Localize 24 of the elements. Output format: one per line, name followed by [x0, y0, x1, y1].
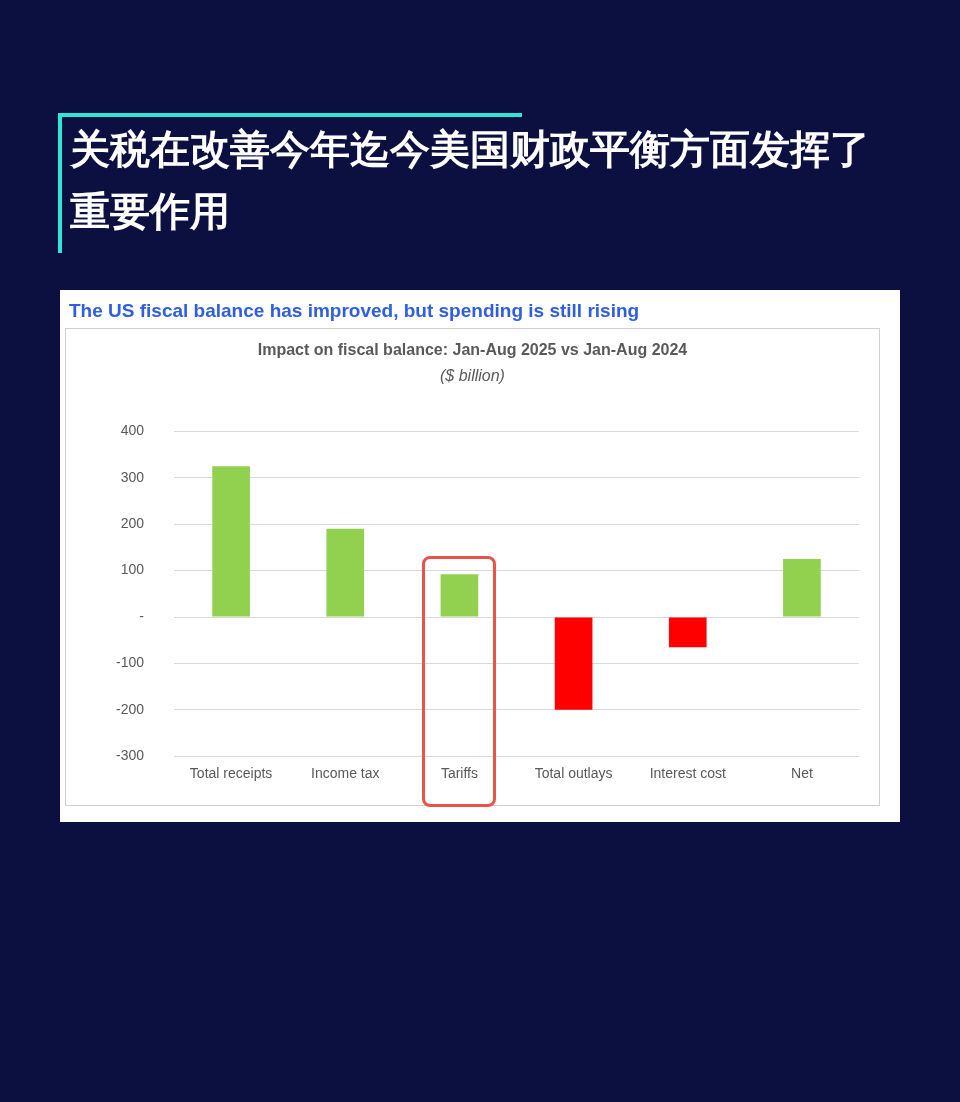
text: ($ billion) — [439, 367, 506, 385]
x-tick-label: Income tax — [311, 765, 380, 782]
x-tick-label: Total receipts — [189, 765, 273, 782]
x-tick-label: Interest cost — [649, 765, 726, 782]
bar — [668, 617, 707, 648]
chart-title: 关税在改善今年迄今美国财政平衡方面发挥了重要作用 — [70, 125, 871, 236]
y-tick-label: -300 — [115, 747, 145, 764]
bar — [440, 574, 479, 617]
bar — [554, 617, 593, 710]
y-tick-label: 400 — [120, 422, 145, 439]
y-tick-label: 300 — [120, 468, 145, 485]
x-tick-label: Total outlays — [534, 765, 613, 782]
chart-subtitle: The US fiscal balance has improved, but spending is still rising — [69, 300, 640, 322]
bar — [326, 528, 365, 617]
bar — [212, 466, 250, 617]
text: Impact on fiscal balance: Jan-Aug 2025 vs Jan-Aug 2024 — [256, 341, 689, 359]
bar — [783, 559, 821, 617]
y-tick-label: -100 — [115, 654, 145, 671]
y-tick-label: 100 — [120, 561, 145, 578]
y-tick-label: 200 — [120, 515, 145, 532]
y-tick-label: -200 — [115, 700, 145, 717]
x-tick-label: Net — [791, 765, 813, 782]
y-tick-label: - — [139, 607, 145, 624]
x-tick-label: Tariffs — [440, 765, 478, 782]
